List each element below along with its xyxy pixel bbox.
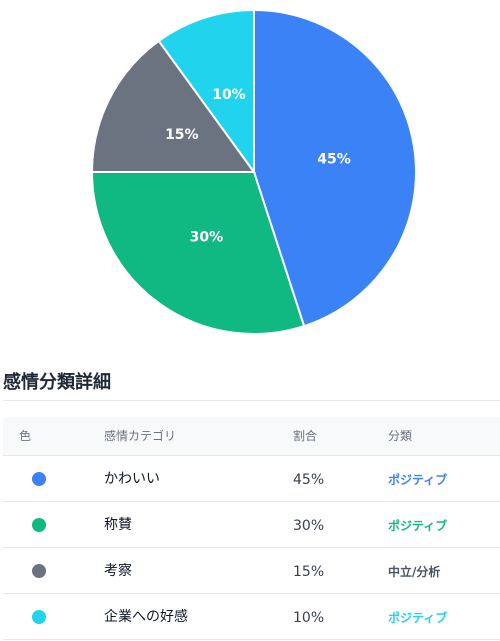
pie-chart-svg: 45% 30% 15% 10% — [90, 8, 417, 335]
table-header-row: 色 感情カテゴリ 割合 分類 — [3, 417, 500, 456]
slice-label-かわいい: 45% — [317, 151, 351, 167]
color-dot — [32, 518, 46, 532]
section-title: 感情分類詳細 — [3, 372, 111, 393]
class-label: ポジティブ — [388, 518, 448, 533]
ratio-value: 45% — [293, 471, 325, 488]
slice-label-考察: 15% — [165, 127, 199, 143]
header-color: 色 — [3, 417, 104, 456]
pie-slice-企業への好感 — [157, 8, 255, 176]
header-ratio: 割合 — [293, 417, 388, 456]
table-row: 考察 15% 中立/分析 — [3, 547, 500, 594]
pie-slice-称賛 — [90, 171, 306, 335]
category-label: かわいい — [104, 471, 160, 487]
slice-label-企業への好感: 10% — [212, 87, 246, 103]
table-row: かわいい 45% ポジティブ — [3, 455, 500, 502]
category-label: 考察 — [104, 563, 132, 579]
ratio-value: 30% — [293, 517, 325, 534]
header-category: 感情カテゴリ — [104, 417, 293, 456]
ratio-value: 10% — [293, 609, 325, 626]
table-row: 称賛 30% ポジティブ — [3, 501, 500, 548]
color-dot — [32, 472, 46, 486]
category-label: 企業への好感 — [104, 609, 188, 625]
class-label: 中立/分析 — [388, 564, 441, 579]
table-row: 企業への好感 10% ポジティブ — [3, 593, 500, 640]
category-label: 称賛 — [104, 517, 132, 533]
color-dot — [32, 564, 46, 578]
pie-slice-考察 — [90, 39, 256, 173]
class-label: ポジティブ — [388, 472, 448, 487]
class-label: ポジティブ — [388, 610, 448, 625]
color-dot — [32, 610, 46, 624]
ratio-value: 15% — [293, 563, 325, 580]
emotion-detail-table: 色 感情カテゴリ 割合 分類 かわいい 45% ポジティブ 称賛 30% ポジテ… — [3, 417, 500, 640]
slice-label-称賛: 30% — [190, 230, 224, 246]
pie-chart: 45% 30% 15% 10% — [90, 8, 417, 335]
pie-slice-かわいい — [253, 8, 417, 328]
header-class: 分類 — [388, 417, 500, 456]
title-divider — [3, 400, 500, 401]
